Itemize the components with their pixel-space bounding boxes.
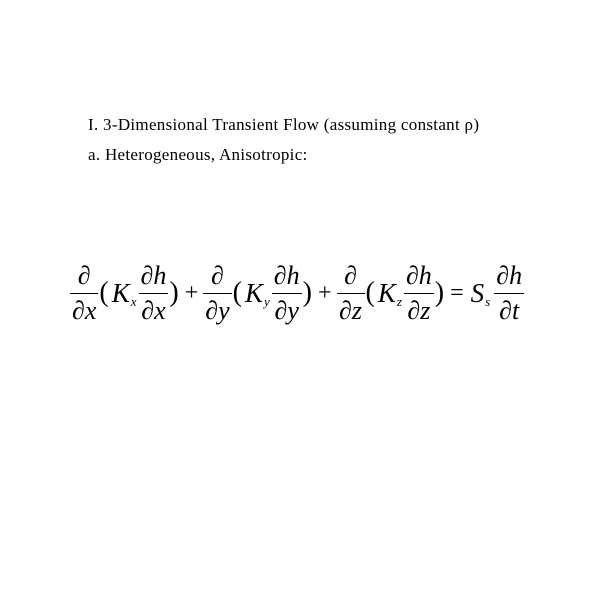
d-dy-outer: ∂ ∂y <box>203 261 231 326</box>
equals-operator: = <box>445 280 469 307</box>
K-subscript-x: x <box>131 295 137 308</box>
S-subscript-s: s <box>485 295 490 308</box>
partial-symbol: ∂ <box>78 263 91 289</box>
heading-line-2: a. Heterogeneous, Anisotropic: <box>88 145 308 165</box>
equation-row: ∂ ∂x ( K x ∂h ∂x ) + ∂ ∂y ( <box>70 258 524 328</box>
K-symbol: K <box>112 280 130 307</box>
var-x: x <box>85 298 97 324</box>
d-dx-outer: ∂ ∂x <box>70 261 98 326</box>
heading-line-1: I. 3-Dimensional Transient Flow (assumin… <box>88 115 479 135</box>
heading-line-1-prefix: I. 3-Dimensional Transient Flow (assumin… <box>88 115 465 134</box>
coef-Kx: K x <box>110 280 139 307</box>
dh-dx: ∂h ∂x <box>139 261 169 326</box>
plus-operator: + <box>180 280 204 307</box>
K-subscript-z: z <box>397 295 402 308</box>
fraction-bar <box>494 293 524 294</box>
var-y: y <box>218 298 230 324</box>
fraction-bar <box>337 293 365 294</box>
var-h: h <box>153 263 166 289</box>
dh-dz: ∂h ∂z <box>404 261 434 326</box>
heading-line-1-suffix: ) <box>473 115 479 134</box>
dh-dt: ∂h ∂t <box>494 261 524 326</box>
page: I. 3-Dimensional Transient Flow (assumin… <box>0 0 600 600</box>
coef-Ss: S s <box>469 280 495 307</box>
fraction-bar <box>139 293 169 294</box>
var-t: t <box>512 298 519 324</box>
dh-dy: ∂h ∂y <box>272 261 302 326</box>
d-dz-outer: ∂ ∂z <box>337 261 365 326</box>
coef-Kz: K z <box>376 280 404 307</box>
fraction-bar <box>203 293 231 294</box>
fraction-bar <box>272 293 302 294</box>
var-z: z <box>352 298 362 324</box>
flow-equation: ∂ ∂x ( K x ∂h ∂x ) + ∂ ∂y ( <box>70 258 524 328</box>
coef-Ky: K y <box>243 280 272 307</box>
paren-open: ( <box>98 277 109 309</box>
S-symbol: S <box>471 280 485 307</box>
paren-close: ) <box>168 277 179 309</box>
fraction-bar <box>404 293 434 294</box>
K-subscript-y: y <box>264 295 270 308</box>
plus-operator: + <box>313 280 337 307</box>
fraction-bar <box>70 293 98 294</box>
